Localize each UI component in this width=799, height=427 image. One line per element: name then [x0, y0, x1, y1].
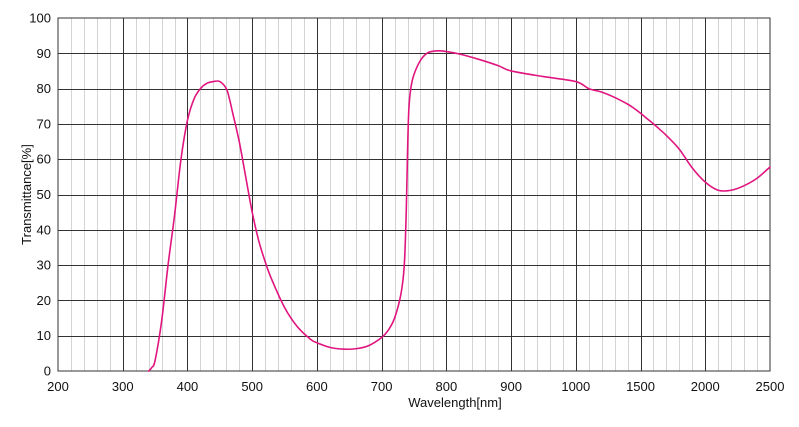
x-axis-label: Wavelength[nm]	[408, 395, 501, 410]
y-tick-label: 80	[37, 81, 51, 96]
x-tick-label: 400	[177, 379, 199, 394]
transmittance-curve	[147, 50, 771, 372]
major-gridlines	[58, 18, 770, 371]
y-tick-label: 40	[37, 222, 51, 237]
y-tick-label: 0	[44, 364, 51, 379]
y-tick-label: 30	[37, 258, 51, 273]
x-tick-label: 1000	[561, 379, 590, 394]
y-tick-label: 20	[37, 293, 51, 308]
x-tick-label: 500	[241, 379, 263, 394]
plot-area-frame	[57, 17, 771, 372]
x-axis-tick-labels: 200 300 400 500 600 700 800 900 1000 1500 2000 2500	[47, 379, 784, 394]
x-tick-label: 1500	[626, 379, 655, 394]
x-tick-label: 800	[436, 379, 458, 394]
y-tick-label: 60	[37, 152, 51, 167]
y-axis-tick-labels: 0 10 20 30 40 50 60 70 80 90 100	[29, 11, 51, 379]
x-tick-label: 2000	[691, 379, 720, 394]
x-tick-label: 200	[47, 379, 69, 394]
minor-gridlines	[71, 18, 758, 371]
x-tick-label: 300	[112, 379, 134, 394]
y-axis-label: Transmittance[%]	[19, 144, 34, 245]
x-tick-label: 600	[306, 379, 328, 394]
y-tick-label: 100	[29, 11, 51, 26]
y-tick-label: 70	[37, 116, 51, 131]
x-tick-label: 2500	[756, 379, 785, 394]
x-tick-label: 900	[500, 379, 522, 394]
y-tick-label: 10	[37, 328, 51, 343]
x-tick-label: 700	[371, 379, 393, 394]
y-tick-label: 50	[37, 187, 51, 202]
y-tick-label: 90	[37, 46, 51, 61]
